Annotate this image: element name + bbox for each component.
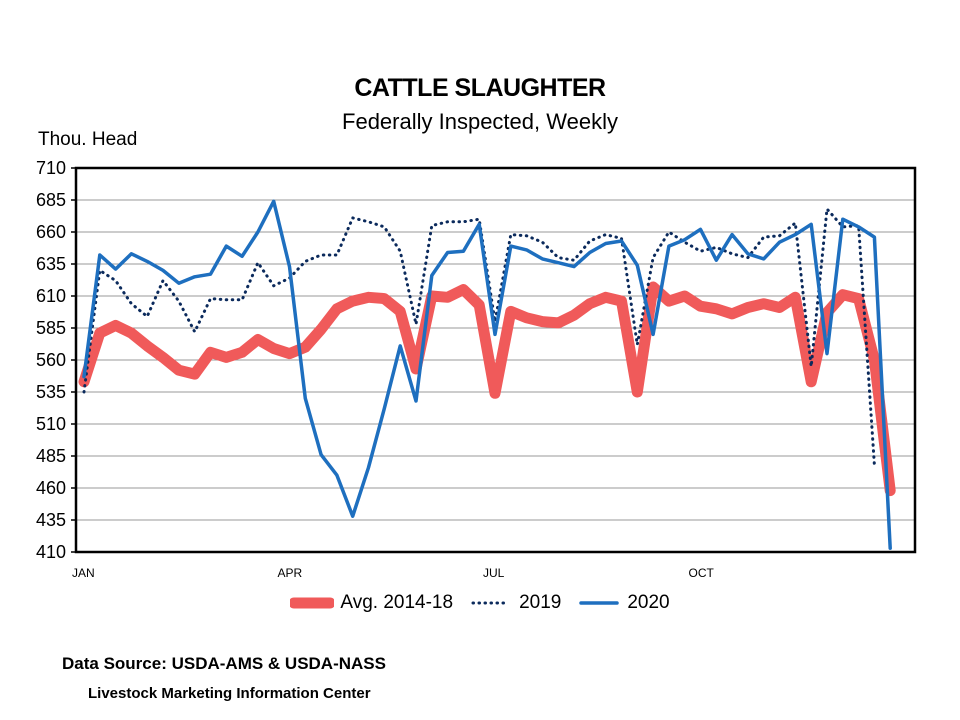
legend-item: 2019 bbox=[469, 592, 561, 614]
x-tick-labels: JAN APR JUL OCT bbox=[72, 566, 715, 580]
x-tick-label: JAN bbox=[72, 566, 95, 580]
y-axis-label: Thou. Head bbox=[38, 129, 138, 150]
y-tick-label: 460 bbox=[36, 478, 66, 498]
y-tick-label: 485 bbox=[36, 446, 66, 466]
x-tick-label: JUL bbox=[483, 566, 505, 580]
legend-label: 2019 bbox=[519, 592, 562, 613]
data-source: Data Source: USDA-AMS & USDA-NASS bbox=[62, 654, 386, 673]
x-tick-label: OCT bbox=[689, 566, 715, 580]
chart-subtitle: Federally Inspected, Weekly bbox=[342, 109, 618, 134]
x-tick-label: APR bbox=[278, 566, 303, 580]
legend-swatch-2 bbox=[579, 601, 620, 605]
legend-item: 2020 bbox=[577, 592, 670, 614]
y-tick-label: 435 bbox=[36, 510, 66, 530]
y-tick-label: 635 bbox=[36, 254, 66, 274]
series-line-1 bbox=[82, 207, 876, 467]
y-tick-label: 560 bbox=[36, 350, 66, 370]
legend-swatch-1 bbox=[471, 601, 511, 605]
y-tick-label: 710 bbox=[36, 158, 66, 178]
y-tick-label: 610 bbox=[36, 286, 66, 306]
series-layer bbox=[78, 199, 896, 550]
publisher: Livestock Marketing Information Center bbox=[88, 685, 371, 702]
chart-title: CATTLE SLAUGHTER bbox=[354, 74, 606, 102]
legend-label: 2020 bbox=[627, 592, 670, 613]
y-tick-label: 585 bbox=[36, 318, 66, 338]
y-tick-labels: 710 685 660 635 610 585 560 535 510 485 460 435 410 bbox=[36, 158, 76, 562]
series-line-0 bbox=[78, 281, 896, 497]
y-tick-label: 410 bbox=[36, 542, 66, 562]
y-tick-label: 510 bbox=[36, 414, 66, 434]
y-tick-label: 535 bbox=[36, 382, 66, 402]
gridlines bbox=[76, 199, 915, 521]
legend: Avg. 2014-18 2019 2020 bbox=[0, 592, 960, 614]
legend-item: Avg. 2014-18 bbox=[290, 592, 453, 614]
y-tick-label: 660 bbox=[36, 222, 66, 242]
series-line-2 bbox=[82, 199, 892, 550]
legend-label: Avg. 2014-18 bbox=[340, 592, 454, 613]
legend-swatch-0 bbox=[290, 597, 335, 609]
y-tick-label: 685 bbox=[36, 190, 66, 210]
